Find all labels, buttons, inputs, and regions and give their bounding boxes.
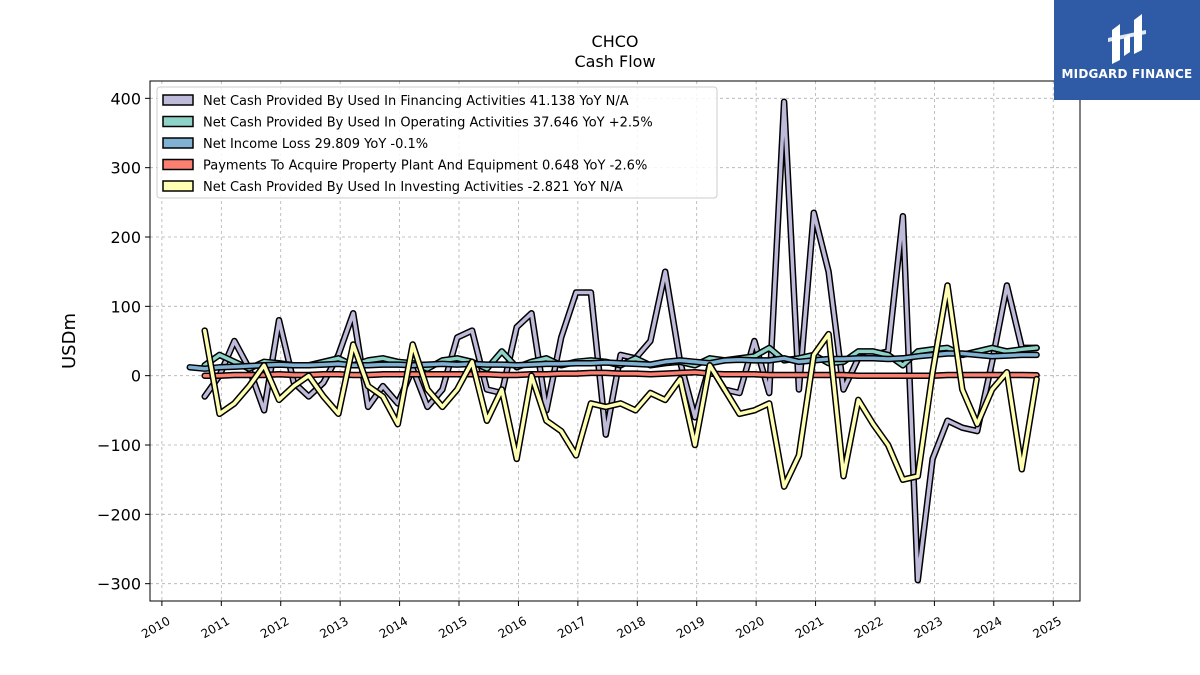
x-tick-label: 2012 (258, 614, 291, 641)
legend-entry-label: Payments To Acquire Property Plant And E… (203, 159, 647, 174)
chart-subtitle: Cash Flow (574, 52, 655, 71)
y-tick-label: 300 (110, 159, 141, 178)
legend-entry-label: Net Income Loss 29.809 YoY -0.1% (203, 137, 428, 152)
midgard-finance-logo: MIDGARD FINANCE (1054, 0, 1200, 100)
y-axis-label: USDm (59, 313, 80, 369)
x-tick-label: 2013 (317, 614, 350, 641)
y-tick-label: −200 (97, 505, 141, 524)
series-line (202, 100, 1039, 582)
y-tick-label: −100 (97, 436, 141, 455)
x-tick-label: 2010 (139, 614, 172, 641)
x-tick-label: 2021 (793, 614, 826, 641)
series-3-line (186, 350, 1040, 372)
legend-entry-label: Net Cash Provided By Used In Investing A… (203, 180, 623, 195)
x-tick-label: 2025 (1031, 614, 1064, 641)
legend-swatch (162, 158, 194, 171)
legend-swatch (162, 180, 194, 192)
x-tick-label: 2017 (555, 614, 588, 641)
x-tick-label: 2020 (733, 614, 766, 641)
x-tick-label: 2015 (436, 614, 469, 641)
x-tick-label: 2014 (377, 614, 410, 641)
series-line (202, 283, 1039, 489)
y-tick-label: −300 (97, 575, 141, 594)
legend-swatch (162, 94, 194, 106)
legend-swatch (162, 137, 194, 149)
x-tick-label: 2022 (852, 614, 885, 641)
chart-legend: Net Cash Provided By Used In Financing A… (156, 86, 718, 199)
midgard-logo-icon (1108, 14, 1146, 64)
legend-swatch (162, 115, 194, 128)
x-tick-label: 2024 (971, 614, 1004, 641)
y-tick-label: 100 (110, 297, 141, 316)
series-line (202, 370, 1039, 378)
legend-entry-label: Net Cash Provided By Used In Operating A… (203, 116, 653, 131)
series-line (188, 351, 1039, 371)
series-5-line (201, 282, 1040, 490)
chart-title: CHCO (592, 32, 639, 51)
x-tick-label: 2019 (674, 614, 707, 641)
plot-area-frame (149, 80, 1081, 602)
x-tick-label: 2011 (199, 614, 232, 641)
x-tick-label: 2023 (912, 614, 945, 641)
y-tick-label: 200 (110, 228, 141, 247)
series-lines (186, 98, 1040, 584)
x-tick-label: 2016 (496, 614, 529, 641)
series-4-line (201, 368, 1040, 379)
y-tick-label: 0 (131, 367, 141, 386)
series-1-line (201, 98, 1040, 584)
legend-entry-label: Net Cash Provided By Used In Financing A… (203, 94, 629, 109)
x-tick-label: 2018 (615, 614, 648, 641)
y-tick-label: 400 (110, 89, 141, 108)
logo-text: MIDGARD FINANCE (1061, 67, 1193, 81)
legend-box (156, 86, 718, 199)
